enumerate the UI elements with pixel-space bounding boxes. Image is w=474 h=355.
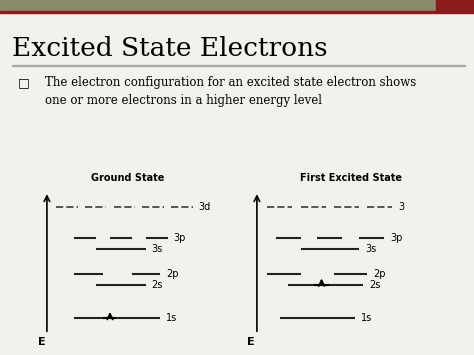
Text: 2s: 2s xyxy=(151,280,163,290)
Text: Excited State Electrons: Excited State Electrons xyxy=(12,36,328,60)
Text: Ground State: Ground State xyxy=(91,174,164,184)
Bar xyxy=(436,0,474,11)
Text: E: E xyxy=(38,338,46,348)
Text: □: □ xyxy=(18,76,30,89)
Text: 3: 3 xyxy=(399,202,405,212)
Text: 3p: 3p xyxy=(173,233,185,243)
Text: 2s: 2s xyxy=(370,280,381,290)
Bar xyxy=(0,0,436,11)
Text: 2p: 2p xyxy=(166,269,178,279)
Text: The electron configuration for an excited state electron shows: The electron configuration for an excite… xyxy=(45,76,416,89)
Text: 3p: 3p xyxy=(391,233,403,243)
Text: E: E xyxy=(247,338,255,348)
Text: 3s: 3s xyxy=(365,244,377,254)
Text: 1s: 1s xyxy=(166,313,177,323)
Text: 1s: 1s xyxy=(361,313,373,323)
Text: First Excited State: First Excited State xyxy=(300,174,402,184)
Text: 2p: 2p xyxy=(374,269,386,279)
Bar xyxy=(0,11,474,13)
Text: one or more electrons in a higher energy level: one or more electrons in a higher energy… xyxy=(45,94,322,107)
Text: 3s: 3s xyxy=(151,244,163,254)
Bar xyxy=(12,65,465,66)
Text: 3d: 3d xyxy=(198,202,210,212)
